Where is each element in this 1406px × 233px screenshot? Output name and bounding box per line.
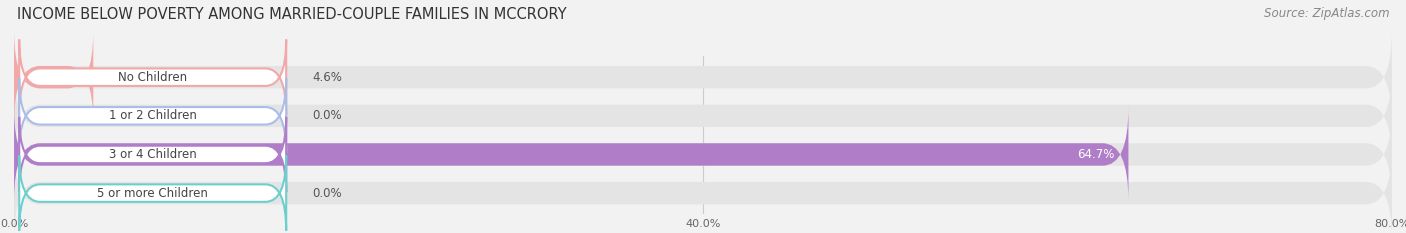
- Text: No Children: No Children: [118, 71, 187, 84]
- FancyBboxPatch shape: [20, 155, 287, 231]
- Text: 5 or more Children: 5 or more Children: [97, 187, 208, 200]
- Text: 3 or 4 Children: 3 or 4 Children: [108, 148, 197, 161]
- FancyBboxPatch shape: [14, 31, 1392, 124]
- Text: INCOME BELOW POVERTY AMONG MARRIED-COUPLE FAMILIES IN MCCRORY: INCOME BELOW POVERTY AMONG MARRIED-COUPL…: [17, 7, 567, 22]
- Text: 64.7%: 64.7%: [1077, 148, 1115, 161]
- FancyBboxPatch shape: [14, 108, 1129, 201]
- FancyBboxPatch shape: [20, 40, 287, 115]
- FancyBboxPatch shape: [20, 117, 287, 192]
- Text: 0.0%: 0.0%: [312, 109, 342, 122]
- Text: Source: ZipAtlas.com: Source: ZipAtlas.com: [1264, 7, 1389, 20]
- FancyBboxPatch shape: [14, 69, 1392, 163]
- FancyBboxPatch shape: [14, 146, 1392, 233]
- Text: 4.6%: 4.6%: [312, 71, 342, 84]
- Text: 0.0%: 0.0%: [312, 187, 342, 200]
- FancyBboxPatch shape: [20, 78, 287, 154]
- Text: 1 or 2 Children: 1 or 2 Children: [108, 109, 197, 122]
- FancyBboxPatch shape: [14, 108, 1392, 201]
- FancyBboxPatch shape: [14, 31, 93, 124]
